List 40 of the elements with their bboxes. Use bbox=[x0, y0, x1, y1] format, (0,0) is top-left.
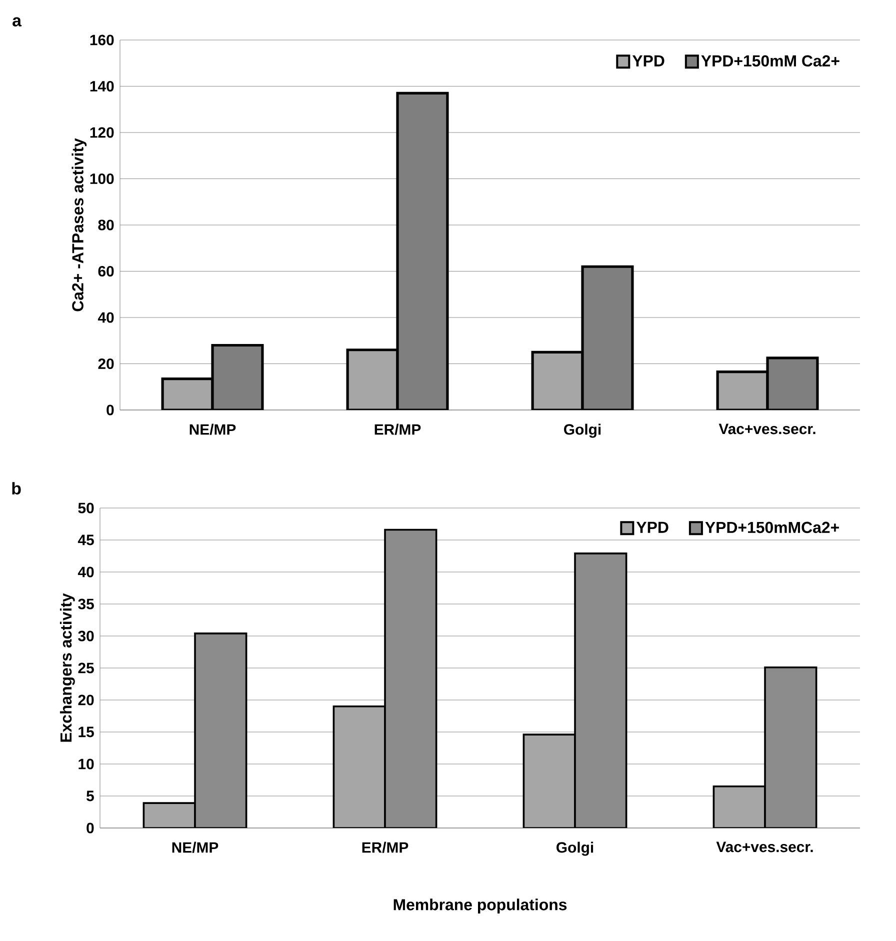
x-tick-label: Vac+ves.secr. bbox=[716, 842, 813, 852]
y-tick-label: 20 bbox=[98, 358, 114, 370]
y-tick-label: 35 bbox=[78, 598, 94, 610]
y-tick-label: 40 bbox=[98, 312, 114, 323]
y-tick-label: 0 bbox=[106, 404, 114, 416]
chart-title: a bbox=[12, 17, 22, 26]
y-tick-label: 30 bbox=[78, 630, 94, 642]
x-tick-label: ER/MP bbox=[374, 424, 421, 435]
bar bbox=[522, 734, 576, 828]
legend-label: YPD+150mM Ca2+ bbox=[701, 55, 840, 67]
x-tick-label: NE/MP bbox=[190, 424, 236, 435]
y-tick-label: 100 bbox=[90, 173, 114, 184]
x-tick-label: Vac+ves.secr. bbox=[718, 424, 816, 434]
y-tick-label: 80 bbox=[98, 220, 114, 230]
y-axis-title: Ca2+ -ATPases activity bbox=[72, 138, 87, 312]
y-tick-label: 10 bbox=[78, 758, 94, 770]
y-tick-label: 60 bbox=[98, 266, 114, 277]
y-tick-label: 25 bbox=[78, 662, 94, 674]
x-tick-label: NE/MP bbox=[172, 842, 218, 853]
y-axis-title: Exchangers activity bbox=[60, 593, 75, 742]
y-tick-label: 40 bbox=[78, 566, 94, 578]
y-tick-label: 50 bbox=[78, 502, 94, 514]
y-tick-label: 160 bbox=[90, 34, 114, 46]
x-tick-label: Golgi bbox=[556, 842, 594, 856]
bar bbox=[332, 706, 386, 828]
y-tick-label: 120 bbox=[90, 127, 114, 138]
legend-label: YPD bbox=[632, 55, 664, 66]
x-tick-label: Golgi bbox=[564, 424, 601, 438]
y-tick-label: 140 bbox=[90, 80, 114, 92]
x-tick-label: ER/MP bbox=[362, 842, 408, 853]
y-tick-label: 0 bbox=[86, 822, 94, 834]
x-axis-title: Membrane populations bbox=[394, 898, 567, 914]
y-tick-label: 45 bbox=[78, 534, 94, 546]
legend-label: YPD bbox=[636, 522, 668, 533]
y-tick-label: 15 bbox=[78, 726, 94, 738]
bar bbox=[712, 786, 766, 828]
y-tick-label: 20 bbox=[78, 694, 94, 706]
legend-label: YPD+150mMCa2+ bbox=[705, 522, 839, 534]
y-tick-label: 5 bbox=[86, 790, 94, 802]
chart-title: b bbox=[12, 482, 21, 495]
